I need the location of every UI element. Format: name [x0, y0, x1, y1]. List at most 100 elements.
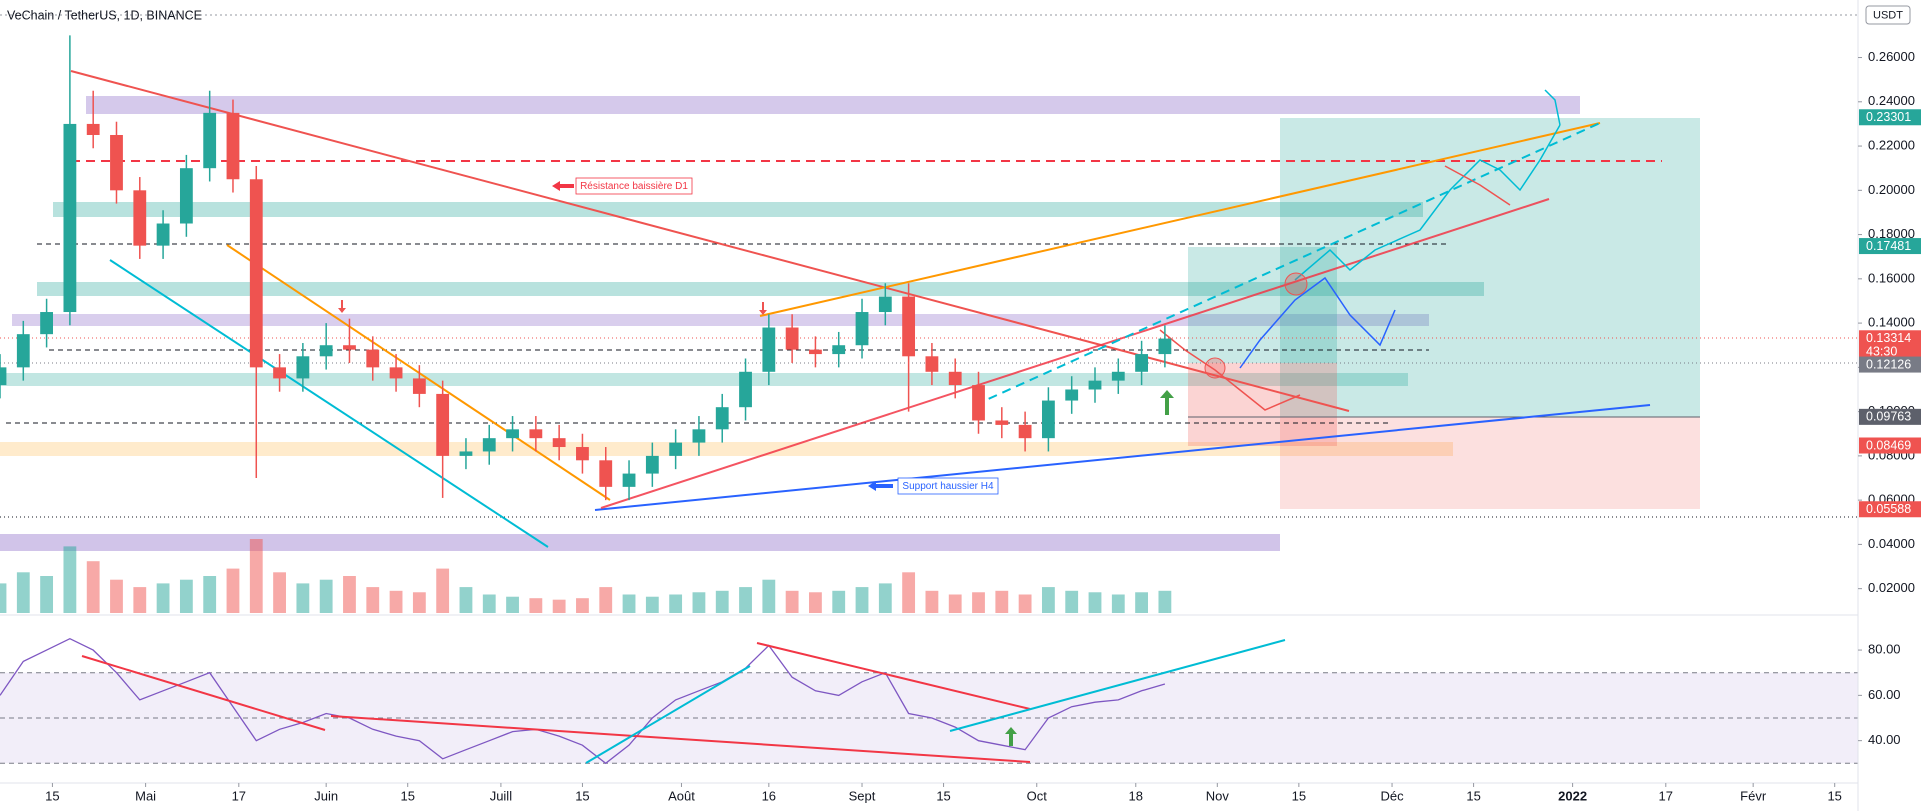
y-tick-label: 0.04000	[1868, 536, 1915, 551]
volume-bar	[482, 594, 496, 613]
x-tick-label: Juin	[314, 788, 338, 803]
volume-bar	[0, 583, 7, 613]
zone	[0, 373, 1408, 386]
trendline	[759, 122, 1601, 317]
volume-bar	[366, 587, 380, 613]
rsi-line	[0, 637, 1166, 765]
price-tag	[1859, 356, 1921, 373]
up-arrow	[1160, 390, 1174, 415]
x-tick-label: Sept	[849, 788, 876, 803]
candle-body	[16, 334, 30, 368]
volume-bar	[948, 594, 962, 613]
candle-body	[529, 429, 543, 439]
volume-bar	[785, 590, 799, 613]
candle-body	[785, 327, 799, 350]
trendline	[330, 715, 1031, 763]
profit-zone	[1280, 118, 1700, 417]
rsi-tick-label: 80.00	[1868, 642, 1901, 657]
candle-body	[948, 371, 962, 386]
x-tick-label: Déc	[1380, 788, 1404, 803]
volume-bar	[576, 598, 589, 613]
x-tick-label: Oct	[1027, 788, 1048, 803]
annotation: Support haussier H4	[902, 481, 994, 492]
volume-bar	[1135, 592, 1148, 613]
volume-bar	[319, 579, 333, 613]
trendline	[974, 122, 1601, 406]
x-tick-label: 15	[1466, 788, 1480, 803]
candle-body	[249, 179, 263, 368]
price-tag-label: 0.17481	[1866, 239, 1911, 253]
volume-bar	[16, 572, 30, 613]
volume-bar	[925, 590, 939, 613]
candle-body	[972, 385, 985, 421]
x-tick-label: 18	[1129, 788, 1143, 803]
volume-bar	[1041, 587, 1055, 613]
trendline	[81, 655, 326, 731]
volume-bar	[529, 598, 543, 613]
projection	[1544, 89, 1561, 126]
volume-bar	[1158, 590, 1172, 613]
candle-body	[552, 438, 566, 448]
zone	[86, 96, 1580, 114]
volume-bar	[110, 579, 123, 613]
candle-body	[412, 378, 426, 394]
time-axis	[0, 783, 1858, 811]
candle-body	[319, 345, 333, 357]
volume-bar	[902, 572, 916, 613]
candle-body	[273, 367, 286, 379]
projection	[1159, 329, 1301, 411]
y-tick-label: 0.14000	[1868, 315, 1915, 330]
candle-body	[1041, 400, 1055, 439]
volume-bar	[389, 590, 403, 613]
volume-bar	[436, 568, 450, 613]
x-tick-label: Juill	[490, 788, 513, 803]
label-box	[575, 177, 693, 195]
label-box	[897, 477, 999, 495]
volume-bar	[599, 587, 613, 613]
candle-body	[1158, 338, 1172, 355]
y-tick-label: 0.22000	[1868, 137, 1915, 152]
volume-bar	[669, 594, 683, 613]
price-tag-label: 0.08469	[1866, 438, 1911, 452]
x-tick-label: 15	[1292, 788, 1306, 803]
candle-body	[366, 349, 380, 368]
volume-bar	[552, 599, 566, 613]
x-tick-label: Août	[668, 788, 695, 803]
volume-bar	[203, 576, 217, 613]
volume-bar	[832, 590, 846, 613]
x-tick-label: 15	[400, 788, 414, 803]
candle-body	[925, 356, 939, 372]
candle-body	[389, 367, 403, 379]
x-tick-label: 2022	[1558, 788, 1587, 803]
y-tick-label: 0.18000	[1868, 226, 1915, 241]
y-tick-label: 0.02000	[1868, 580, 1915, 595]
volume-bar	[715, 590, 729, 613]
zone	[12, 314, 1429, 326]
candle-body	[1018, 424, 1032, 439]
rsi-drawings	[81, 639, 1286, 764]
projection	[1444, 165, 1511, 206]
annotation: Résistance baissière D1	[580, 181, 688, 192]
y-tick-label: 0.20000	[1868, 182, 1915, 197]
volume-bar	[1111, 594, 1125, 613]
x-tick-label: 17	[232, 788, 246, 803]
candle-body	[0, 367, 7, 386]
volume-bar	[506, 596, 519, 613]
price-tag	[1859, 109, 1921, 126]
candle-body	[855, 312, 869, 346]
candle-body	[179, 168, 193, 224]
x-tick-label: 15	[936, 788, 950, 803]
candle-body	[599, 460, 613, 487]
loss-zone	[1280, 417, 1700, 509]
volume-bar	[972, 592, 985, 613]
marker-circle	[1204, 357, 1226, 379]
x-tick-label: Nov	[1206, 788, 1230, 803]
candle-body	[902, 296, 916, 357]
price-tag	[1859, 330, 1921, 361]
zone	[0, 442, 1453, 456]
candle-body	[1111, 371, 1125, 381]
candle-body	[86, 123, 100, 135]
candle-body	[63, 123, 77, 313]
